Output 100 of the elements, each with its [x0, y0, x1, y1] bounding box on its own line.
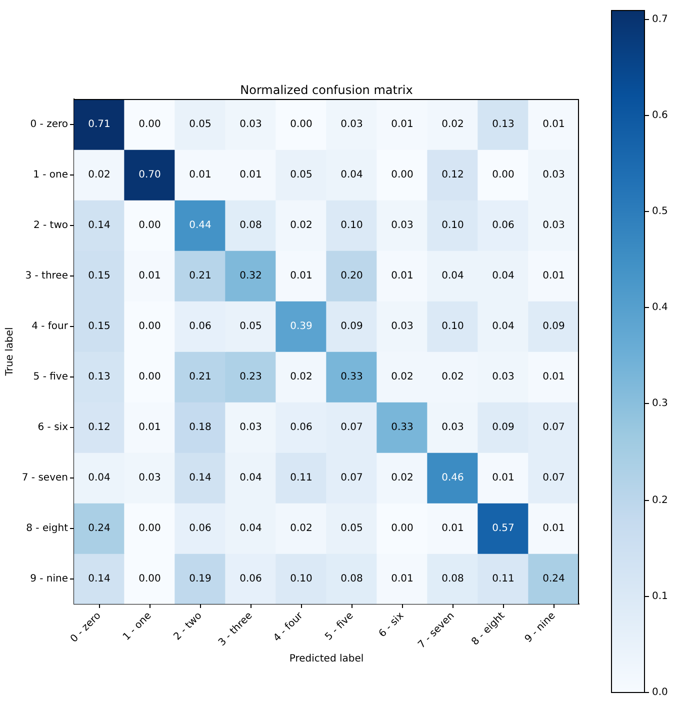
- data-label: 0.03: [442, 422, 464, 433]
- color-bar-label: 0.7: [652, 14, 668, 26]
- data-label: 0.11: [290, 472, 312, 484]
- y-tick-label: 7 - seven: [22, 472, 68, 484]
- x-tick-label: 2 - two: [172, 610, 204, 643]
- data-label: 0.10: [290, 573, 312, 584]
- y-tick-label: 8 - eight: [26, 522, 68, 534]
- data-label: 0.20: [340, 270, 363, 282]
- color-bar-label: 0.3: [652, 398, 668, 410]
- data-label: 0.03: [240, 422, 262, 433]
- data-label: 0.03: [340, 118, 363, 130]
- data-label: 0.02: [391, 371, 414, 382]
- data-label: 0.01: [240, 169, 262, 180]
- data-label: 0.02: [290, 371, 312, 382]
- data-label: 0.10: [340, 220, 363, 231]
- data-label: 0.39: [290, 320, 312, 332]
- data-label: 0.03: [542, 220, 565, 231]
- data-label: 0.03: [138, 472, 161, 484]
- data-label: 0.00: [138, 320, 161, 332]
- chart-title: Normalized confusion matrix: [240, 83, 413, 97]
- data-label: 0.01: [542, 371, 565, 382]
- y-tick-label: 0 - zero: [30, 118, 68, 130]
- data-label: 0.13: [492, 118, 514, 130]
- data-label: 0.02: [290, 522, 312, 534]
- data-label: 0.07: [542, 422, 565, 433]
- data-label: 0.01: [542, 270, 565, 282]
- data-label: 0.00: [138, 118, 161, 130]
- data-label: 0.07: [542, 472, 565, 484]
- data-label: 0.00: [138, 573, 161, 584]
- data-label: 0.00: [391, 169, 414, 180]
- data-label: 0.02: [391, 472, 414, 484]
- data-label: 0.03: [492, 371, 514, 382]
- data-label: 0.01: [391, 270, 414, 282]
- data-label: 0.24: [88, 522, 110, 534]
- data-label: 0.04: [492, 320, 514, 332]
- data-label: 0.14: [189, 472, 212, 484]
- data-label: 0.00: [138, 522, 161, 534]
- data-label: 0.09: [340, 320, 363, 332]
- color-bar-label: 0.0: [652, 687, 668, 698]
- y-axis-title: True label: [4, 327, 16, 377]
- x-tick-label: 6 - six: [377, 610, 406, 640]
- data-label: 0.14: [88, 220, 110, 231]
- data-label: 0.04: [340, 169, 363, 180]
- x-tick-label: 1 - one: [121, 610, 154, 643]
- data-label: 0.09: [542, 320, 565, 332]
- data-label: 0.05: [290, 169, 312, 180]
- data-label: 0.06: [189, 320, 212, 332]
- data-label: 0.57: [492, 522, 514, 534]
- data-label: 0.08: [340, 573, 363, 584]
- data-label: 0.05: [240, 320, 262, 332]
- data-label: 0.01: [442, 522, 464, 534]
- data-label: 0.33: [391, 422, 414, 433]
- data-label: 0.00: [492, 169, 514, 180]
- y-tick-label: 5 - five: [33, 371, 68, 382]
- data-label: 0.07: [340, 422, 363, 433]
- color-bar-label: 0.4: [652, 302, 668, 314]
- data-label: 0.11: [492, 573, 514, 584]
- data-label: 0.21: [189, 371, 212, 382]
- data-label: 0.06: [492, 220, 514, 231]
- data-label: 0.23: [240, 371, 262, 382]
- y-tick-label: 1 - one: [33, 169, 68, 180]
- data-label: 0.04: [88, 472, 110, 484]
- data-label: 0.06: [290, 422, 312, 433]
- data-label: 0.01: [189, 169, 212, 180]
- y-tick-label: 2 - two: [33, 220, 68, 231]
- y-tick-label: 3 - three: [25, 270, 68, 282]
- data-label: 0.46: [442, 472, 464, 484]
- data-label: 0.03: [391, 320, 414, 332]
- data-label: 0.07: [340, 472, 363, 484]
- data-label: 0.06: [240, 573, 262, 584]
- data-label: 0.09: [492, 422, 514, 433]
- color-bar-label: 0.2: [652, 495, 668, 506]
- data-label: 0.08: [240, 220, 262, 231]
- data-label: 0.04: [240, 472, 262, 484]
- data-label: 0.70: [138, 169, 161, 180]
- data-label: 0.71: [88, 118, 110, 130]
- data-label: 0.00: [391, 522, 414, 534]
- y-tick-label: 9 - nine: [30, 573, 68, 584]
- data-label: 0.15: [88, 270, 110, 282]
- data-label: 0.02: [442, 371, 464, 382]
- data-label: 0.02: [88, 169, 110, 180]
- data-label: 0.04: [492, 270, 514, 282]
- data-label: 0.01: [542, 118, 565, 130]
- data-label: 0.01: [138, 422, 161, 433]
- color-bar-label: 0.5: [652, 206, 668, 218]
- data-label: 0.01: [391, 118, 414, 130]
- data-label: 0.03: [542, 169, 565, 180]
- x-axis-title: Predicted label: [289, 654, 364, 665]
- data-label: 0.05: [340, 522, 363, 534]
- data-label: 0.01: [391, 573, 414, 584]
- data-label: 0.01: [138, 270, 161, 282]
- data-label: 0.33: [340, 371, 363, 382]
- data-label: 0.01: [290, 270, 312, 282]
- color-bar-label: 0.1: [652, 591, 668, 602]
- data-label: 0.03: [240, 118, 262, 130]
- data-label: 0.24: [542, 573, 565, 584]
- data-label: 0.02: [290, 220, 312, 231]
- data-label: 0.06: [189, 522, 212, 534]
- data-label: 0.12: [442, 169, 464, 180]
- data-label: 0.00: [138, 371, 161, 382]
